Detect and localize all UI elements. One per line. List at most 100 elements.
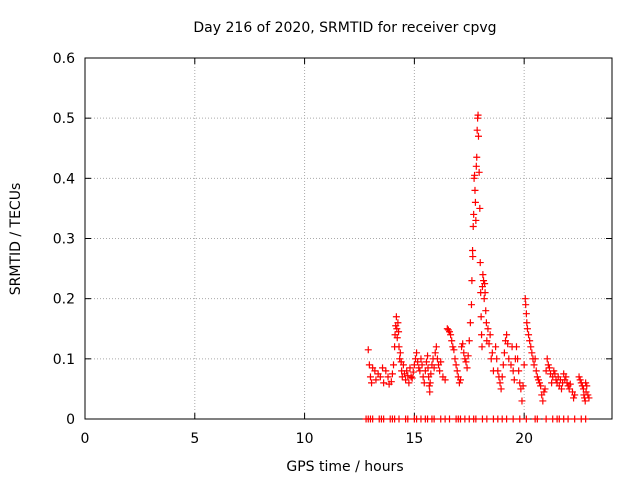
x-tick-label: 20 [515, 431, 533, 447]
data-point [576, 376, 584, 384]
data-point [488, 349, 496, 357]
data-point [474, 132, 482, 140]
data-point [455, 379, 463, 387]
data-point [446, 328, 454, 336]
data-point [396, 355, 404, 363]
data-point [418, 361, 426, 369]
data-point [430, 415, 438, 423]
data-point [522, 415, 530, 423]
data-point [388, 370, 396, 378]
x-tick-label: 0 [81, 431, 90, 447]
y-tick-label: 0.5 [53, 111, 75, 127]
data-point [471, 171, 479, 179]
data-point [413, 349, 421, 357]
data-point [464, 352, 472, 360]
data-point [474, 111, 482, 119]
data-point [476, 204, 484, 212]
data-point [528, 349, 536, 357]
data-point [504, 340, 512, 348]
data-point [484, 325, 492, 333]
data-point [483, 415, 491, 423]
data-point [368, 379, 376, 387]
data-point [565, 385, 573, 393]
data-point [382, 367, 390, 375]
data-point [471, 198, 479, 206]
data-point [516, 379, 524, 387]
data-point [451, 355, 459, 363]
data-point [436, 367, 444, 375]
data-point [405, 379, 413, 387]
data-point [365, 361, 373, 369]
data-point [433, 355, 441, 363]
data-point [537, 382, 545, 390]
data-point [459, 340, 467, 348]
y-axis-label: SRMTID / TECUs [8, 183, 24, 296]
data-point [493, 355, 501, 363]
data-point [380, 379, 388, 387]
data-point [473, 126, 481, 134]
data-point [533, 373, 541, 381]
data-point [471, 186, 479, 194]
data-point [396, 349, 404, 357]
data-point [469, 253, 477, 261]
data-point [536, 379, 544, 387]
data-point [410, 361, 418, 369]
data-point [566, 380, 574, 388]
data-point [425, 382, 433, 390]
data-point [515, 367, 523, 375]
data-point [390, 361, 398, 369]
data-point [583, 382, 591, 390]
data-point [409, 368, 417, 376]
data-point [582, 379, 590, 387]
data-point [408, 374, 416, 382]
data-point [406, 364, 414, 372]
data-point [399, 361, 407, 369]
data-point [448, 337, 456, 345]
data-point [394, 319, 402, 327]
data-point [427, 370, 435, 378]
data-point [465, 337, 473, 345]
data-point [424, 352, 432, 360]
data-point [456, 376, 464, 384]
data-point [481, 289, 489, 297]
data-point [473, 153, 481, 161]
data-point [466, 319, 474, 327]
data-point [402, 376, 410, 384]
data-point [525, 331, 533, 339]
data-point [532, 367, 540, 375]
data-point [571, 415, 579, 423]
data-point [387, 378, 395, 386]
data-point [395, 343, 403, 351]
data-point [395, 415, 403, 423]
data-point [540, 388, 548, 396]
data-point [514, 355, 522, 363]
data-point [543, 355, 551, 363]
data-point [486, 331, 494, 339]
data-point [424, 364, 432, 372]
data-point [522, 301, 530, 309]
data-point [460, 349, 468, 357]
x-tick-label: 5 [190, 431, 199, 447]
data-point [492, 343, 500, 351]
data-point [507, 361, 515, 369]
data-point [426, 379, 434, 387]
data-point [570, 394, 578, 402]
data-point [366, 373, 374, 381]
data-point [523, 319, 531, 327]
data-point [479, 271, 487, 279]
data-point [522, 310, 530, 318]
data-point [392, 313, 400, 321]
data-point [431, 349, 439, 357]
y-tick-label: 0.4 [53, 171, 75, 187]
data-point [446, 415, 454, 423]
data-point [575, 373, 583, 381]
data-point [480, 277, 488, 285]
data-point [542, 415, 550, 423]
data-point [441, 376, 449, 384]
data-point [430, 364, 438, 372]
data-point [447, 331, 455, 339]
data-point [371, 367, 379, 375]
data-point [468, 277, 476, 285]
y-tick-label: 0.2 [53, 292, 75, 308]
data-point [498, 373, 506, 381]
